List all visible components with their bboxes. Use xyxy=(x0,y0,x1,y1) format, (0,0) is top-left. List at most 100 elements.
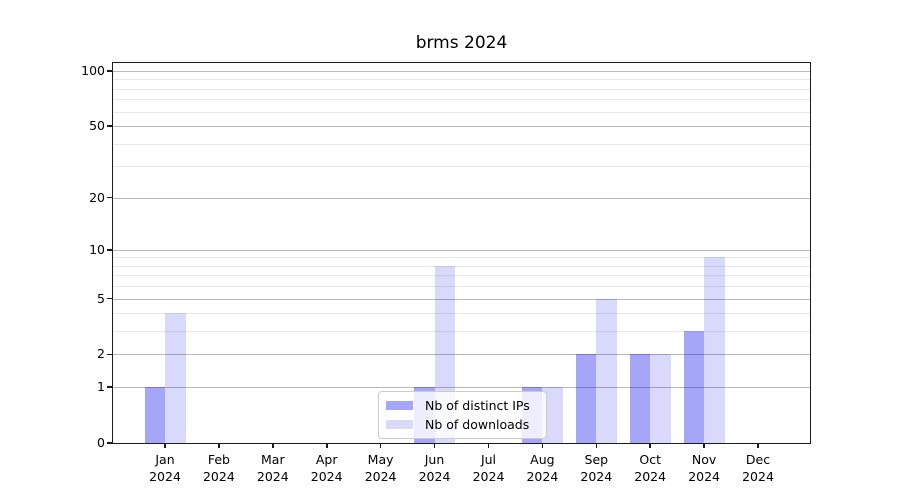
x-tick-year-text: 2024 xyxy=(310,468,343,484)
y-axis-tick-label-20: 20 xyxy=(89,189,105,205)
gridline-minor-y4 xyxy=(113,313,810,315)
gridline-major-y5 xyxy=(113,298,810,300)
x-tick-month-text: Dec xyxy=(745,452,771,467)
y-axis-tick-mark-0 xyxy=(106,442,112,444)
y-axis-tick-label-1: 1 xyxy=(97,379,105,395)
x-axis-tick-label-aug: Aug 2024 xyxy=(510,452,574,485)
x-tick-year-text: 2024 xyxy=(418,468,451,484)
legend-swatch-downloads xyxy=(386,420,413,429)
x-tick-month-text: Aug xyxy=(530,452,555,467)
x-axis-tick-label-sep: Sep 2024 xyxy=(564,452,628,485)
x-axis-tick-label-dec: Dec 2024 xyxy=(726,452,790,485)
x-axis-tick-mark-apr xyxy=(326,443,328,448)
gridline-minor-y3 xyxy=(113,331,810,333)
y-axis-tick-label-100: 100 xyxy=(81,63,105,78)
x-axis-tick-label-jul: Jul 2024 xyxy=(457,452,521,485)
y-axis-tick-mark-1 xyxy=(106,386,112,388)
gridline-major-y10 xyxy=(113,249,810,251)
x-tick-year-text: 2024 xyxy=(364,468,397,484)
gridline-minor-y6 xyxy=(113,286,810,288)
x-tick-month-text: Jun xyxy=(424,452,445,467)
gridline-minor-y9 xyxy=(113,257,810,259)
legend-swatch-distinct-ips xyxy=(386,401,413,410)
x-tick-year-text: 2024 xyxy=(202,468,235,484)
bar-downloads-jan xyxy=(165,313,186,443)
y-axis-tick-mark-2 xyxy=(106,353,112,356)
bar-distinct-ips-nov xyxy=(683,331,705,443)
legend: Nb of distinct IPs Nb of downloads xyxy=(378,391,547,439)
x-tick-year-text: 2024 xyxy=(526,468,559,484)
x-axis-tick-mark-jun xyxy=(433,443,436,448)
x-axis-tick-label-jun: Jun 2024 xyxy=(403,452,467,485)
gridline-minor-y30 xyxy=(113,166,810,168)
plot-area xyxy=(113,63,810,443)
x-axis-tick-label-jan: Jan 2024 xyxy=(133,452,197,485)
x-tick-month-text: Oct xyxy=(639,452,661,467)
x-axis-tick-mark-aug xyxy=(541,443,544,448)
x-tick-month-text: Nov xyxy=(691,452,717,467)
x-axis-tick-mark-mar xyxy=(272,443,274,448)
y-axis-tick-mark-10 xyxy=(106,249,112,251)
x-axis-tick-mark-may xyxy=(379,443,382,448)
gridline-minor-y7 xyxy=(113,275,810,277)
x-tick-year-text: 2024 xyxy=(634,468,667,484)
x-axis-tick-label-feb: Feb 2024 xyxy=(187,452,251,485)
x-tick-year-text: 2024 xyxy=(742,468,774,484)
y-axis-tick-label-50: 50 xyxy=(89,118,105,134)
x-tick-month-text: Apr xyxy=(315,452,338,467)
gridline-major-y100 xyxy=(113,71,810,72)
x-tick-year-text: 2024 xyxy=(256,468,289,484)
x-axis-tick-mark-dec xyxy=(757,443,759,448)
gridline-minor-y40 xyxy=(113,143,810,145)
legend-item-distinct-ips: Nb of distinct IPs xyxy=(386,398,538,413)
x-tick-month-text: May xyxy=(367,452,394,467)
gridline-major-y50 xyxy=(113,126,810,128)
y-axis-tick-label-2: 2 xyxy=(97,346,105,362)
x-axis-tick-label-nov: Nov 2024 xyxy=(672,452,736,485)
gridline-major-y2 xyxy=(113,354,810,356)
bar-downloads-aug xyxy=(542,387,563,443)
y-axis-tick-mark-50 xyxy=(106,125,112,127)
x-axis-tick-mark-sep xyxy=(595,443,597,448)
chart-title: brms 2024 xyxy=(415,33,508,53)
x-tick-year-text: 2024 xyxy=(149,468,181,484)
x-axis-tick-mark-jan xyxy=(164,443,166,448)
x-tick-year-text: 2024 xyxy=(688,468,720,484)
x-tick-month-text: Jan xyxy=(155,452,175,467)
x-tick-year-text: 2024 xyxy=(580,468,613,484)
bar-distinct-ips-jan xyxy=(144,387,165,443)
x-axis-tick-label-apr: Apr 2024 xyxy=(295,452,359,485)
bar-distinct-ips-sep xyxy=(575,354,597,443)
x-axis-tick-label-mar: Mar 2024 xyxy=(241,452,305,485)
x-axis-tick-mark-feb xyxy=(218,443,220,448)
x-tick-month-text: Feb xyxy=(207,452,230,467)
x-tick-month-text: Jul xyxy=(480,452,497,467)
gridline-minor-y90 xyxy=(113,79,810,81)
legend-label-distinct-ips: Nb of distinct IPs xyxy=(425,398,530,413)
y-axis-tick-label-5: 5 xyxy=(97,290,105,306)
gridline-minor-y60 xyxy=(113,111,810,113)
gridline-minor-y80 xyxy=(113,88,810,90)
bar-distinct-ips-oct xyxy=(629,354,651,443)
x-tick-year-text: 2024 xyxy=(472,468,505,484)
x-tick-month-text: Mar xyxy=(261,452,285,467)
x-axis-tick-mark-jul xyxy=(487,443,490,448)
x-axis-tick-label-may: May 2024 xyxy=(349,452,413,485)
y-axis-tick-label-10: 10 xyxy=(89,241,105,257)
x-axis-tick-label-oct: Oct 2024 xyxy=(618,452,682,485)
bar-downloads-sep xyxy=(596,298,617,443)
x-axis-tick-mark-oct xyxy=(649,443,651,448)
bar-downloads-nov xyxy=(704,257,725,443)
x-axis-tick-mark-nov xyxy=(703,443,705,448)
bar-downloads-oct xyxy=(650,354,671,443)
legend-item-downloads: Nb of downloads xyxy=(386,417,538,432)
y-axis-tick-label-0: 0 xyxy=(97,435,105,450)
y-axis-tick-mark-5 xyxy=(106,297,112,300)
x-tick-month-text: Sep xyxy=(584,452,609,467)
legend-label-downloads: Nb of downloads xyxy=(425,417,530,432)
y-axis-tick-mark-20 xyxy=(106,196,112,199)
gridline-minor-y70 xyxy=(113,99,810,101)
gridline-major-y1 xyxy=(113,387,810,389)
y-axis-tick-mark-100 xyxy=(106,70,112,72)
